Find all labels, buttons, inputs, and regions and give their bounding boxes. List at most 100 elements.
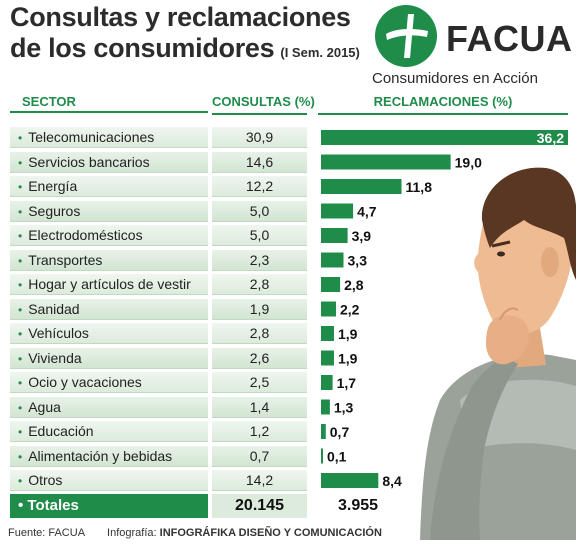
table-row: • Sanidad 1,9 xyxy=(10,298,310,320)
reclamaciones-value-label: 1,7 xyxy=(337,375,357,391)
table-row: • Transportes 2,3 xyxy=(10,249,310,271)
totals-label: • Totales xyxy=(10,494,208,518)
consultas-value: 2,8 xyxy=(212,274,307,295)
totals-row: • Totales 20.145 3.955 xyxy=(10,494,410,518)
footer: Fuente: FACUA Infografía: INFOGRÁFIKA DIS… xyxy=(8,527,568,539)
sector-name: Energía xyxy=(28,178,78,194)
reclamaciones-value-label: 4,7 xyxy=(357,204,377,220)
totals-bullet: • xyxy=(18,497,28,514)
reclamaciones-value-label: 3,3 xyxy=(348,253,368,269)
logo-name: FACUA xyxy=(446,18,573,59)
header-reclamaciones: RECLAMACIONES (%) xyxy=(318,93,568,115)
sector-label: • Energía xyxy=(10,176,208,197)
consultas-value: 12,2 xyxy=(212,176,307,197)
consultas-value: 1,2 xyxy=(212,421,307,442)
reclamaciones-value-label: 0,1 xyxy=(327,449,347,465)
sector-label: • Ocio y vacaciones xyxy=(10,372,208,393)
bullet-icon: • xyxy=(18,204,23,219)
reclamaciones-bar xyxy=(321,424,326,439)
reclamaciones-value-label: 1,9 xyxy=(338,326,358,342)
sector-name: Vivienda xyxy=(28,349,82,366)
bullet-icon: • xyxy=(18,474,23,488)
reclamaciones-bar xyxy=(321,473,379,488)
bullet-icon: • xyxy=(18,425,23,439)
table-row: • Servicios bancarios 14,6 xyxy=(10,151,310,173)
sector-name: Servicios bancarios xyxy=(28,153,150,170)
sector-label: • Educación xyxy=(10,421,208,442)
table-row: • Seguros 5,0 xyxy=(10,200,310,222)
reclamaciones-bar xyxy=(321,301,337,317)
footer-credit-name: INFOGRÁFIKA DISEÑO Y COMUNICACIÓN xyxy=(159,527,382,539)
reclamaciones-bar xyxy=(321,203,354,219)
bullet-icon: • xyxy=(18,351,23,366)
footer-credit-prefix: Infografía: xyxy=(107,527,157,539)
sector-name: Electrodomésticos xyxy=(28,227,143,243)
totals-consultas: 20.145 xyxy=(212,494,307,518)
sector-name: Otros xyxy=(28,472,63,488)
sector-label: • Sanidad xyxy=(10,298,208,320)
logo-tagline: Consumidores en Acción xyxy=(372,70,538,87)
consultas-value: 14,2 xyxy=(212,470,307,491)
reclamaciones-bar xyxy=(321,277,341,292)
reclamaciones-value-label: 2,8 xyxy=(344,277,364,293)
reclamaciones-bar xyxy=(321,326,334,341)
table-row: • Electrodomésticos 5,0 xyxy=(10,225,310,246)
sector-label: • Alimentación y bebidas xyxy=(10,445,208,467)
reclamaciones-bar xyxy=(321,375,333,390)
consultas-value: 5,0 xyxy=(212,225,307,246)
table-row: • Telecomunicaciones 30,9 xyxy=(10,127,310,148)
title-line-2-text: de los consumidores xyxy=(10,33,275,63)
bullet-icon: • xyxy=(18,278,23,292)
reclamaciones-bar xyxy=(321,179,402,194)
consultas-value: 0,7 xyxy=(212,445,307,467)
footer-source: Fuente: FACUA xyxy=(8,527,86,539)
table-row: • Educación 1,2 xyxy=(10,421,310,442)
bullet-icon: • xyxy=(18,327,23,341)
table-row: • Energía 12,2 xyxy=(10,176,310,197)
bullet-icon: • xyxy=(18,155,23,170)
table-row: • Otros 14,2 xyxy=(10,470,310,491)
reclamaciones-value-label: 3,9 xyxy=(352,228,372,244)
consultas-value: 30,9 xyxy=(212,127,307,148)
thinking-person-illustration xyxy=(420,167,576,540)
sector-name: Telecomunicaciones xyxy=(28,129,155,145)
bullet-icon: • xyxy=(18,449,23,464)
consultas-value: 14,6 xyxy=(212,151,307,173)
sector-label: • Servicios bancarios xyxy=(10,151,208,173)
sector-label: • Vivienda xyxy=(10,347,208,369)
header-sector: SECTOR xyxy=(10,93,208,113)
reclamaciones-bar xyxy=(321,399,330,415)
reclamaciones-value-label: 1,9 xyxy=(338,351,358,367)
consultas-value: 2,3 xyxy=(212,249,307,271)
reclamaciones-bar xyxy=(321,448,323,464)
bullet-icon: • xyxy=(18,229,23,243)
table-row: • Alimentación y bebidas 0,7 xyxy=(10,445,310,467)
bullet-icon: • xyxy=(18,253,23,268)
sector-name: Transportes xyxy=(28,251,103,268)
reclamaciones-bar xyxy=(321,252,344,268)
consultas-value: 5,0 xyxy=(212,200,307,222)
sector-name: Hogar y artículos de vestir xyxy=(28,276,191,292)
reclamaciones-value-label: 0,7 xyxy=(330,424,350,440)
reclamaciones-value-label: 2,2 xyxy=(340,302,360,318)
sector-name: Agua xyxy=(28,398,61,415)
totals-reclamaciones: 3.955 xyxy=(337,497,379,514)
facua-logo: FACUA Consumidores en Acción xyxy=(370,4,572,90)
sector-label: • Agua xyxy=(10,396,208,418)
reclamaciones-bar xyxy=(321,228,348,243)
sector-name: Seguros xyxy=(28,202,81,219)
bullet-icon: • xyxy=(18,302,23,317)
sector-label: • Seguros xyxy=(10,200,208,222)
reclamaciones-value-label: 1,3 xyxy=(334,400,354,416)
bullet-icon: • xyxy=(18,131,23,145)
sector-label: • Electrodomésticos xyxy=(10,225,208,246)
reclamaciones-bar xyxy=(321,350,334,366)
consultas-value: 2,8 xyxy=(212,323,307,344)
table-row: • Hogar y artículos de vestir 2,8 xyxy=(10,274,310,295)
bullet-icon: • xyxy=(18,376,23,390)
sector-name: Ocio y vacaciones xyxy=(28,374,142,390)
sector-name: Sanidad xyxy=(28,300,80,317)
consultas-value: 1,9 xyxy=(212,298,307,320)
sector-label: • Transportes xyxy=(10,249,208,271)
reclamaciones-bar xyxy=(321,130,568,145)
